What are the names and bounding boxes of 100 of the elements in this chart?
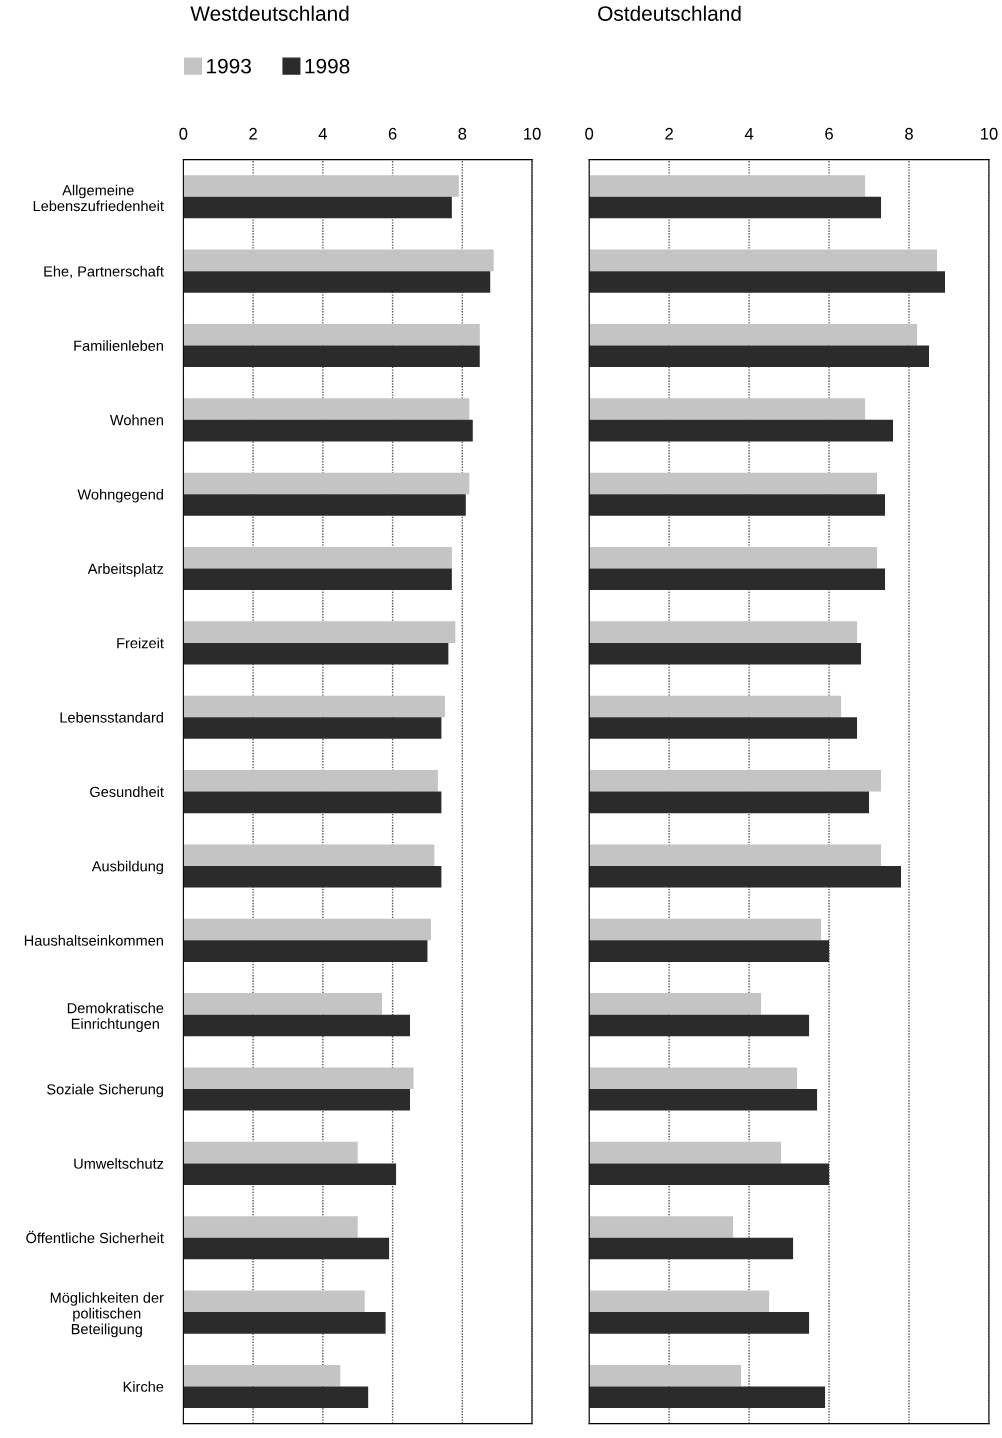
bar [589,398,866,420]
bar [183,1014,411,1037]
bar [183,642,449,665]
bar [183,621,456,643]
bar [589,918,822,941]
x-tick-label: 10 [524,127,541,140]
bar [183,175,459,197]
y-tick-label: Kirche [123,1381,164,1392]
x-tick-label: 0 [179,127,188,140]
chart-title: Ostdeutschland [598,5,741,21]
x-tick-label: 2 [249,127,257,140]
bar [589,472,878,495]
y-tick-label: Demokratische Einrichtungen [67,1002,164,1032]
bar [183,1312,386,1334]
bar [589,642,862,665]
y-tick-label: Möglichkeiten der politischen Beteiligung [50,1292,164,1338]
chart-title: Westdeutschland [190,5,349,21]
bar [589,1141,782,1164]
y-tick-label: Ehe, Partnerschaft [44,265,164,279]
bar [183,1386,369,1409]
bar [589,271,945,293]
legend-label: 1993 [207,58,251,74]
y-tick-label: Wohnen [109,414,163,426]
bar [589,323,918,346]
bar [589,865,902,888]
x-tick-label: 6 [825,127,833,140]
x-tick-label: 8 [905,127,913,140]
bar [589,419,894,442]
bar [183,770,438,792]
y-tick-label: Öffentliche Sicherheit [26,1230,164,1244]
bar [183,791,442,814]
bar [183,271,491,293]
bar [589,1386,826,1409]
y-tick-label: Familienleben [74,340,163,351]
x-tick-label: 4 [744,128,754,140]
bar [183,717,442,739]
x-tick-label: 6 [388,127,397,140]
bar [589,621,858,643]
bar [589,1364,742,1387]
y-tick-label: Ausbildung [91,860,163,875]
bar [183,323,480,346]
x-tick-label: 8 [458,127,467,140]
x-tick-label: 10 [980,127,998,140]
bar [183,1141,358,1164]
bar [183,249,494,272]
bar [183,547,452,569]
bar [183,472,470,495]
bar [183,844,435,866]
y-tick-label: Lebensstandard [60,711,163,723]
bar [589,345,929,368]
bar [589,1014,810,1037]
bar [589,1089,818,1111]
bar [589,1216,734,1238]
bar [183,865,442,888]
bar [183,419,473,442]
x-tick-label: 0 [585,127,594,140]
bar [589,695,842,718]
bar [589,1067,798,1090]
y-tick-label: Haushaltseinkommen [24,935,163,946]
bar [589,494,886,516]
bar [183,695,445,718]
bar [183,1237,390,1260]
bar [183,345,480,368]
bar [183,940,428,962]
bar [183,993,383,1015]
bar [589,547,878,569]
bar [589,1163,830,1185]
bar [183,398,470,420]
bar [183,1216,358,1238]
bar [183,196,452,219]
bar [589,791,870,814]
y-tick-label: Freizeit [117,637,164,649]
bar [183,1089,411,1111]
bar [589,249,937,272]
y-tick-label: Soziale Sicherung [47,1083,163,1098]
bar [589,993,762,1015]
y-tick-label: Gesundheit [90,786,164,798]
bar [589,1312,810,1334]
y-tick-label: Wohngegend [77,488,163,503]
bar [183,494,466,516]
bar [589,175,866,197]
y-tick-label: Umweltschutz [74,1158,164,1169]
bar [589,940,830,962]
bar [589,770,882,792]
bar [589,568,886,591]
y-tick-label: Arbeitsplatz [87,563,164,577]
bar [589,844,882,866]
bar [183,568,452,591]
bar [183,918,431,941]
y-tick-label: Allgemeine Lebenszufriedenheit [33,184,164,212]
legend-label: 1998 [305,58,350,74]
x-tick-label: 4 [318,128,327,140]
bar [183,1163,397,1185]
bar [589,717,858,739]
bar [589,196,882,219]
bar [183,1290,365,1313]
x-tick-label: 2 [665,127,673,140]
bar [183,1364,341,1387]
bar [183,1067,414,1090]
bar [589,1290,770,1313]
